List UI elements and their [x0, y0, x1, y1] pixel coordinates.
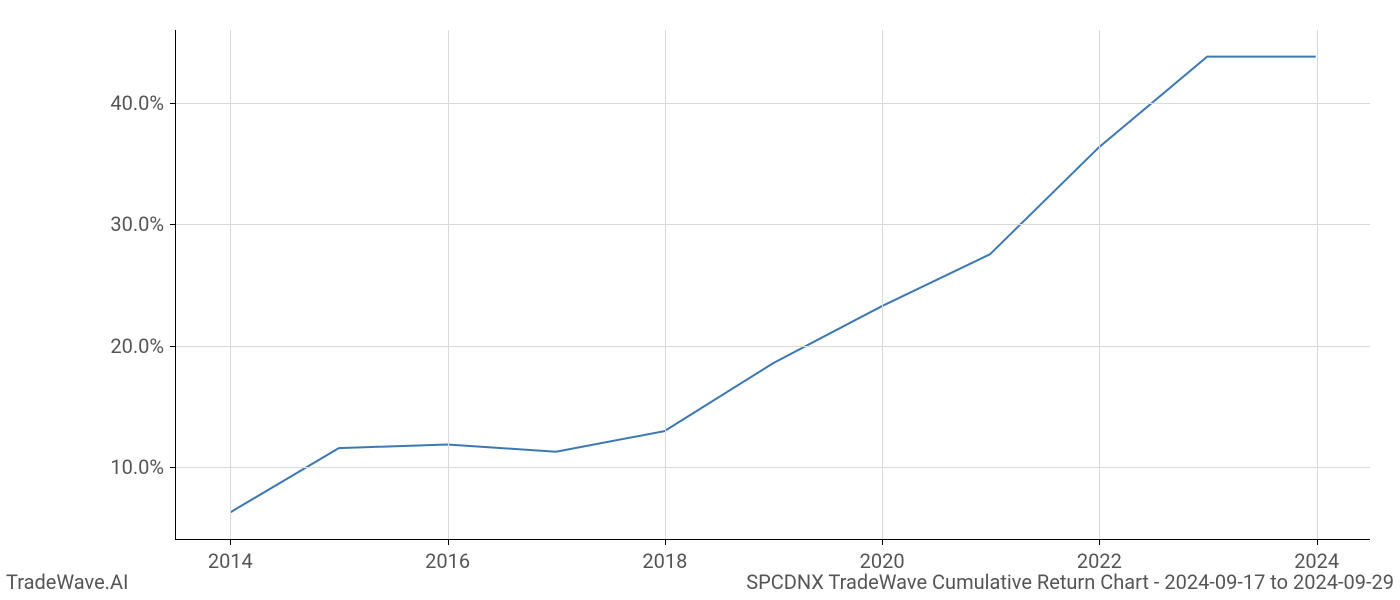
- y-tick-mark: [170, 346, 176, 347]
- chart-container: 10.0%20.0%30.0%40.0%20142016201820202022…: [175, 30, 1370, 540]
- plot-area: 10.0%20.0%30.0%40.0%20142016201820202022…: [175, 30, 1370, 540]
- grid-line-horizontal: [176, 346, 1370, 347]
- x-tick-label: 2018: [642, 549, 687, 573]
- x-tick-mark: [665, 539, 666, 545]
- y-tick-mark: [170, 103, 176, 104]
- grid-line-vertical: [1317, 30, 1318, 539]
- line-series: [176, 30, 1370, 539]
- x-tick-label: 2016: [425, 549, 470, 573]
- y-tick-mark: [170, 224, 176, 225]
- y-tick-label: 40.0%: [110, 91, 164, 115]
- grid-line-vertical: [230, 30, 231, 539]
- y-tick-label: 30.0%: [110, 212, 164, 236]
- grid-line-vertical: [1099, 30, 1100, 539]
- grid-line-vertical: [665, 30, 666, 539]
- grid-line-vertical: [882, 30, 883, 539]
- x-tick-mark: [230, 539, 231, 545]
- x-tick-label: 2014: [208, 549, 253, 573]
- footer-left: TradeWave.AI: [6, 570, 128, 594]
- x-tick-mark: [1317, 539, 1318, 545]
- grid-line-vertical: [448, 30, 449, 539]
- footer-right: SPCDNX TradeWave Cumulative Return Chart…: [746, 570, 1394, 594]
- x-tick-mark: [1099, 539, 1100, 545]
- grid-line-horizontal: [176, 103, 1370, 104]
- y-tick-mark: [170, 467, 176, 468]
- grid-line-horizontal: [176, 467, 1370, 468]
- x-tick-mark: [448, 539, 449, 545]
- y-tick-label: 10.0%: [110, 455, 164, 479]
- x-tick-mark: [882, 539, 883, 545]
- y-tick-label: 20.0%: [110, 334, 164, 358]
- line-path: [230, 57, 1315, 513]
- grid-line-horizontal: [176, 224, 1370, 225]
